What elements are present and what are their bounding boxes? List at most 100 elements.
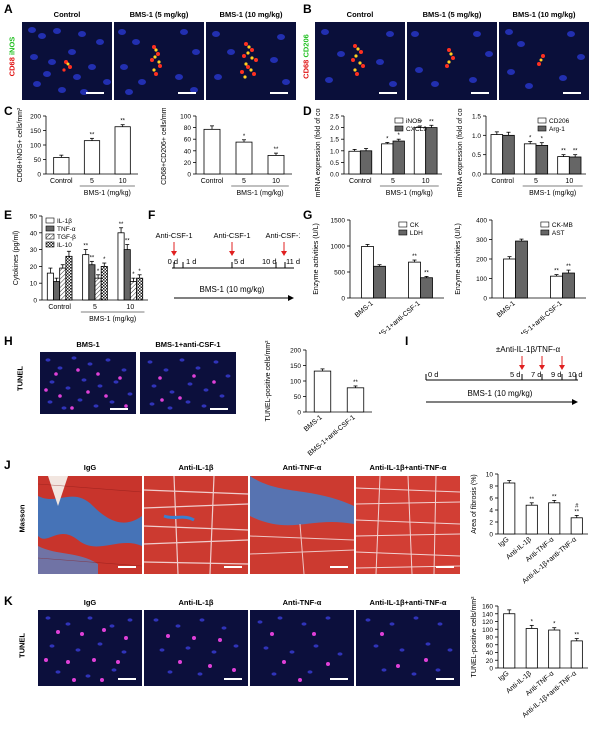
y-tick-label: 1500 <box>331 218 346 225</box>
bar <box>568 156 582 175</box>
y-tick-label: 40 <box>184 148 192 155</box>
panel-i-timeline: ±Anti-IL-1β/TNF-α 0 d 5 d 7 d 9 d 10 d B… <box>425 345 583 405</box>
panel-b-micrograph-10mg <box>499 22 589 100</box>
x-tick-label: Control <box>491 178 514 185</box>
y-tick-label: 0.5 <box>330 160 339 167</box>
significance-label: ** <box>529 497 534 503</box>
panel-i-tick-5: 5 d <box>510 370 520 379</box>
panel-label-k: K <box>4 594 13 608</box>
panel-j-header-combo: Anti-IL-1β+anti-TNF-α <box>369 463 447 472</box>
bar <box>129 281 137 301</box>
y-tick-label: 140 <box>482 611 493 618</box>
bar <box>82 254 90 301</box>
x-tick-label: 5 <box>93 304 97 311</box>
bar <box>83 140 101 175</box>
significance-label: * <box>541 137 544 143</box>
y-tick-label: 0.0 <box>472 172 481 179</box>
y-tick-label: 1.0 <box>330 148 339 155</box>
panel-a-micrograph-10mg <box>206 22 296 100</box>
legend-swatch <box>540 221 550 228</box>
panel-j-micrograph-anti-il1b <box>144 476 248 574</box>
x-tick-label: 5 <box>534 178 538 185</box>
x-tick-label: Control <box>48 304 71 311</box>
panel-f-injection-3: Anti-CSF-1 <box>265 231 300 240</box>
panel-j-side-label: Masson <box>17 504 27 533</box>
panel-b-micrograph-control <box>315 22 405 100</box>
panel-k-header-anti-tnfa: Anti-TNF-α <box>282 598 322 607</box>
y-tick-label: 20 <box>486 658 494 665</box>
legend-swatch <box>45 217 55 224</box>
y-tick-label: 20 <box>30 264 38 271</box>
bar <box>535 144 549 175</box>
legend-label: iNOS <box>406 118 422 125</box>
panel-f-regimen: BMS-1 (10 mg/kg) <box>200 285 265 294</box>
significance-label: ** <box>574 633 579 639</box>
bar <box>523 143 537 175</box>
y-tick-label: 0 <box>187 172 191 179</box>
y-tick-label: 100 <box>290 379 301 386</box>
y-tick-label: 200 <box>476 257 487 264</box>
stain-red-label: CD68 <box>7 57 17 77</box>
panel-label-j: J <box>4 458 11 472</box>
panel-f-tick-5: 5 d <box>234 257 244 266</box>
panel-a-header-10mg: BMS-1 (10 mg/kg) <box>219 10 283 19</box>
bar <box>503 258 516 299</box>
x-tick-label: 10 <box>119 178 127 185</box>
y-tick-label: 0.5 <box>472 152 481 159</box>
panel-k-side-label: TUNEL <box>17 633 27 658</box>
significance-label: ** <box>353 380 358 386</box>
legend-swatch <box>398 221 408 228</box>
x-tick-label: Control <box>50 178 73 185</box>
panel-k-micrograph-combo <box>356 610 460 686</box>
panel-j-micrograph-igg <box>38 476 142 574</box>
panel-k-micrograph-anti-il1b <box>144 610 248 686</box>
significance-label: * <box>529 136 532 142</box>
panel-f-tick-10: 10 d <box>262 257 277 266</box>
y-axis-label: mRNA expression (fold of control) <box>457 108 464 197</box>
y-tick-label: 100 <box>180 114 191 121</box>
bar <box>361 246 374 299</box>
group-label: BMS-1 (mg/kg) <box>386 190 433 197</box>
panel-f-tick-0: 0 d <box>168 257 178 266</box>
x-tick-label: BMS-1 <box>303 414 324 433</box>
panel-k-micrograph-igg <box>38 610 142 686</box>
x-tick-label: Control <box>349 178 372 185</box>
bar <box>490 134 504 175</box>
y-tick-label: 4 <box>489 508 493 515</box>
bar <box>420 277 433 299</box>
bar <box>123 249 131 301</box>
bar <box>203 128 221 175</box>
significance-label: * <box>386 136 389 142</box>
legend-swatch <box>45 241 55 248</box>
significance-label: ** <box>119 222 124 228</box>
panel-j-micrograph-anti-tnfa <box>250 476 354 574</box>
bar <box>359 150 373 175</box>
panel-j-header-anti-tnfa: Anti-TNF-α <box>282 463 322 472</box>
legend-label: AST <box>552 230 565 237</box>
bar <box>53 281 61 301</box>
panel-a-micrograph-5mg <box>114 22 204 100</box>
y-tick-label: 300 <box>476 237 487 244</box>
significance-label: ** <box>429 119 434 125</box>
significance-label: ** <box>561 149 566 155</box>
y-tick-label: 10 <box>486 472 494 479</box>
panel-i-injection: ±Anti-IL-1β/TNF-α <box>496 345 561 354</box>
panel-b-header-10mg: BMS-1 (10 mg/kg) <box>512 10 576 19</box>
bar <box>235 141 253 175</box>
bar <box>114 126 131 175</box>
x-tick-label: 5 <box>90 178 94 185</box>
panel-h-micrograph-bms1-anti <box>140 352 236 414</box>
panel-f-injection-2: Anti-CSF-1 <box>213 231 250 240</box>
bar <box>100 266 108 301</box>
y-tick-label: 40 <box>486 650 494 657</box>
panel-j-micrograph-combo <box>356 476 460 574</box>
x-tick-label: Control <box>201 178 224 185</box>
bar <box>548 502 561 535</box>
panel-i-arrow-7 <box>539 356 545 370</box>
legend-swatch <box>398 229 408 236</box>
legend-label: TNF-α <box>57 226 76 233</box>
y-tick-label: 1.0 <box>472 133 481 140</box>
panel-j-header-igg: IgG <box>83 463 97 472</box>
panel-h-micrograph-bms1 <box>40 352 136 414</box>
y-tick-label: 50 <box>294 394 302 401</box>
